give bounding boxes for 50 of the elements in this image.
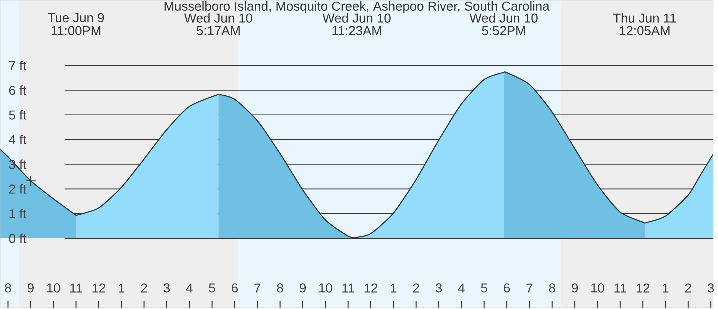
x-tick-label: 2 [685,284,692,293]
annotation: 11:23AM [332,26,382,36]
x-tick-label: 9 [300,284,306,293]
annotation: 5:52PM [482,26,526,36]
annotation: Tue Jun 9 [48,14,104,23]
x-tick-label: 11 [342,284,354,293]
annotation: Wed Jun 10 [184,14,253,24]
annotation: Thu Jun 11 [613,14,676,24]
x-tick-label: 1 [663,284,669,293]
annotation: 5:17AM [196,26,240,36]
x-tick-label: 9 [28,284,34,293]
y-tick-label: 5 ft [9,110,27,120]
x-tick-label: 7 [254,284,261,293]
x-tick-label: 11 [614,284,626,293]
x-tick-label: 12 [636,284,650,293]
x-tick-label: 8 [549,284,556,293]
annotation: Wed Jun 10 [322,14,391,24]
y-tick-label: 4 ft [9,135,27,145]
x-tick-label: 3 [164,284,170,293]
x-tick-label: 7 [526,284,533,293]
x-tick-label: 1 [119,284,125,293]
y-tick-label: 1 ft [10,209,27,219]
x-tick-label: 6 [504,284,510,293]
x-tick-label: 12 [364,284,378,293]
x-tick-label: 8 [277,284,284,293]
y-tick-label: 6 ft [9,86,27,96]
x-tick-label: 3 [436,284,442,293]
annotation: 12:05AM [620,26,670,36]
x-tick-label: 11 [70,284,82,293]
x-tick-label: 1 [391,284,397,293]
y-tick-label: 3 ft [9,160,27,170]
x-tick-label: 2 [141,284,148,293]
x-tick-label: 10 [319,284,332,293]
annotation: Wed Jun 10 [470,14,538,24]
x-tick-label: 10 [592,284,604,293]
x-tick-label: 6 [232,284,238,293]
y-tick-label: 7 ft [9,61,27,71]
annotation: 11:00PM [52,26,101,36]
x-tick-label: 3 [708,284,714,293]
y-tick-label: 2 ft [9,184,27,194]
x-tick-label: 8 [5,284,12,293]
chart-title: Musselboro Island, Mosquito Creek, Ashepoo River, South Carolina [164,2,550,14]
x-tick-label: 9 [572,284,578,293]
x-tick-label: 12 [92,284,106,293]
x-tick-label: 4 [458,284,465,293]
x-tick-label: 4 [186,284,193,293]
x-tick-label: 2 [413,284,420,293]
x-tick-label: 10 [47,284,60,293]
x-tick-label: 5 [209,284,216,293]
x-tick-label: 5 [481,284,488,293]
